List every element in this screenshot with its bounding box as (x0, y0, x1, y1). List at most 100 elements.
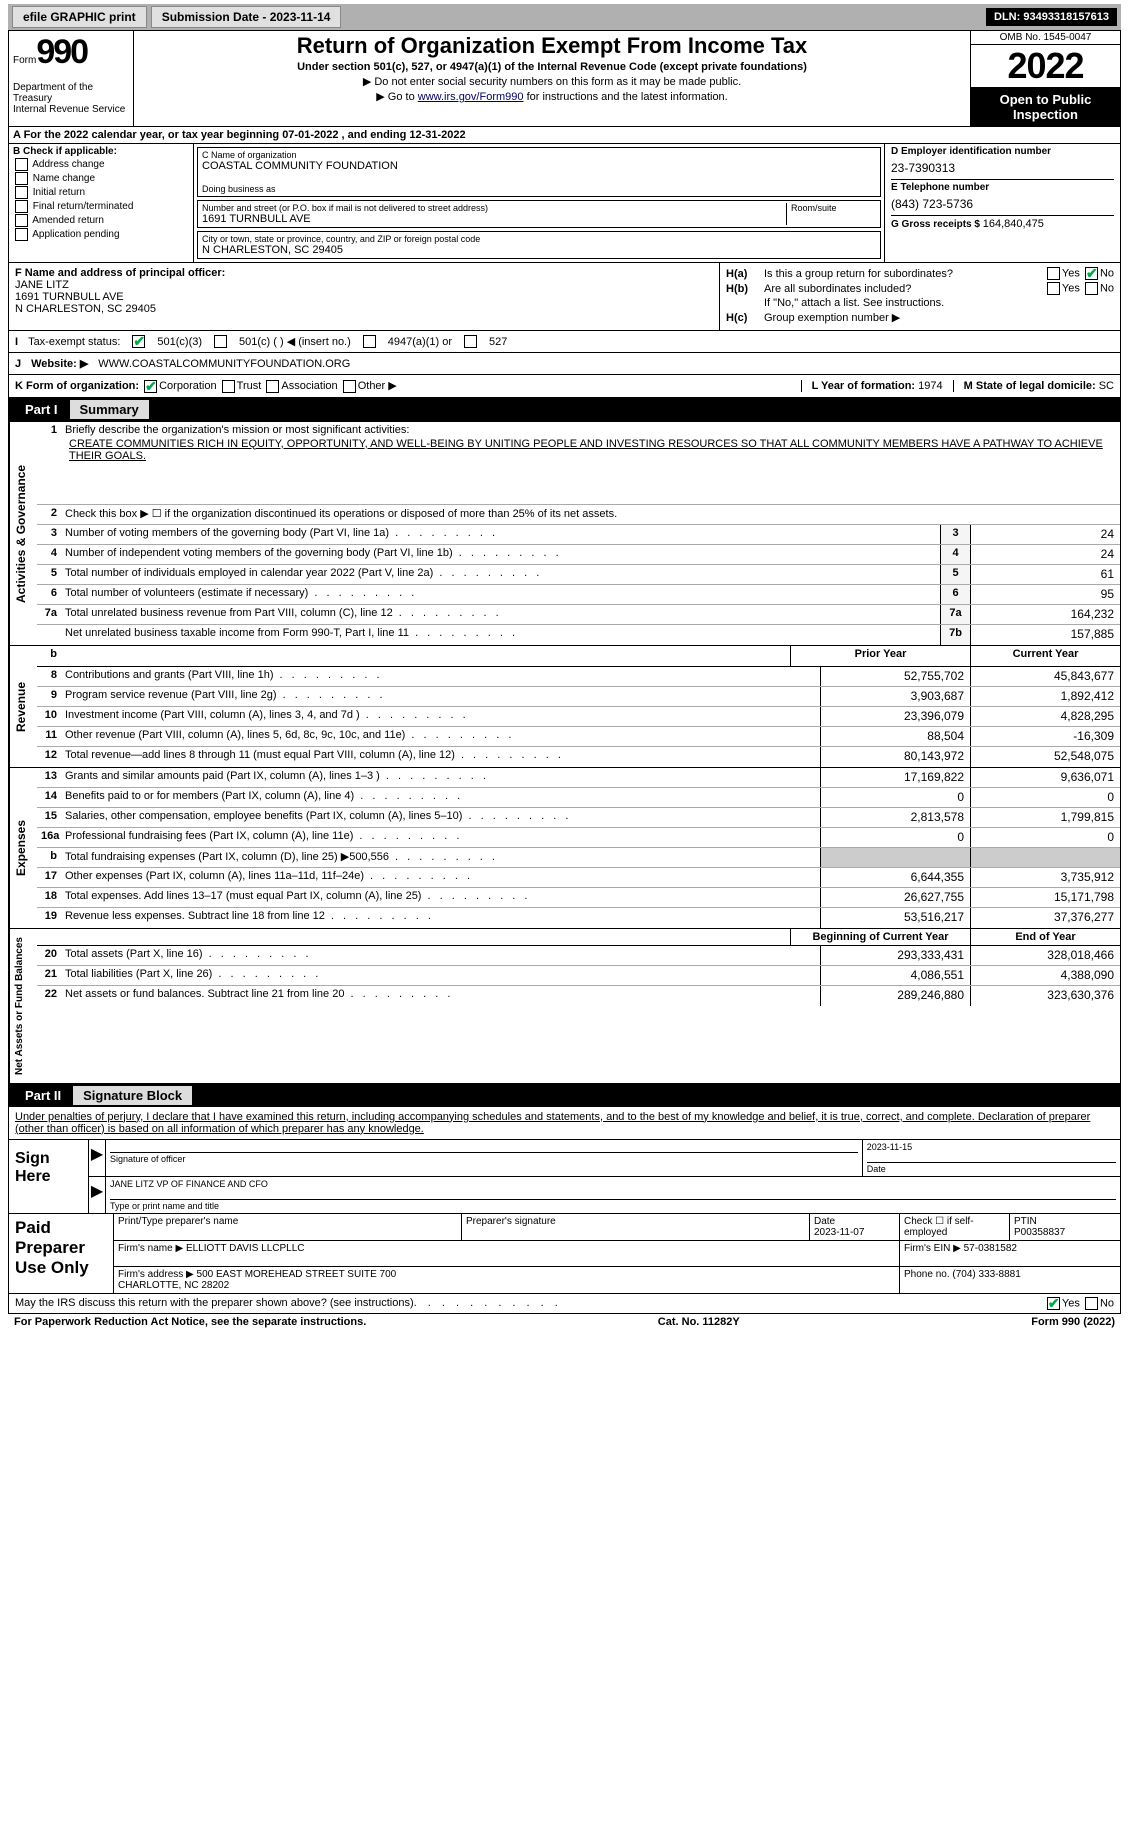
association-checkbox[interactable] (266, 380, 279, 393)
year-formation: 1974 (918, 380, 942, 392)
dept-label: Department of the Treasury Internal Reve… (13, 82, 129, 115)
hb-yes-checkbox[interactable] (1047, 282, 1060, 295)
org-name: COASTAL COMMUNITY FOUNDATION (202, 160, 876, 172)
prior-value: 293,333,431 (820, 946, 970, 965)
vtab-netassets: Net Assets or Fund Balances (9, 929, 37, 1083)
501c3-checkbox[interactable] (132, 335, 145, 348)
summary-value: 157,885 (970, 625, 1120, 645)
ptin-value: P00358837 (1014, 1227, 1065, 1238)
part-1-header: Part ISummary (8, 398, 1121, 421)
current-year-header: Current Year (970, 646, 1120, 666)
address-change-checkbox[interactable] (15, 158, 28, 171)
527-checkbox[interactable] (464, 335, 477, 348)
summary-value: 24 (970, 525, 1120, 544)
firm-phone: (704) 333-8881 (952, 1269, 1020, 1280)
officer-address: 1691 TURNBULL AVE N CHARLESTON, SC 29405 (15, 291, 156, 315)
omb-number: OMB No. 1545-0047 (971, 31, 1120, 45)
state-domicile: SC (1099, 380, 1114, 392)
officer-name: JANE LITZ (15, 279, 69, 291)
ha-no-checkbox[interactable] (1085, 267, 1098, 280)
501c-checkbox[interactable] (214, 335, 227, 348)
hb-no-checkbox[interactable] (1085, 282, 1098, 295)
discuss-no-checkbox[interactable] (1085, 1297, 1098, 1310)
form-footer: Form 990 (2022) (1031, 1316, 1115, 1328)
col-c-org-info: C Name of organization COASTAL COMMUNITY… (194, 144, 885, 262)
summary-value: 61 (970, 565, 1120, 584)
current-value: 52,548,075 (970, 747, 1120, 767)
submission-date-button[interactable]: Submission Date - 2023-11-14 (151, 6, 342, 28)
ein-value: 23-7390313 (891, 161, 1114, 175)
prior-value: 80,143,972 (820, 747, 970, 767)
telephone-value: (843) 723-5736 (891, 197, 1114, 211)
officer-print-name: JANE LITZ VP OF FINANCE AND CFO (110, 1179, 268, 1189)
summary-value: 24 (970, 545, 1120, 564)
current-value: 4,828,295 (970, 707, 1120, 726)
prior-value (820, 848, 970, 867)
row-a-tax-year: A For the 2022 calendar year, or tax yea… (8, 127, 1121, 144)
form-subtitle: Under section 501(c), 527, or 4947(a)(1)… (140, 61, 964, 73)
ha-yes-checkbox[interactable] (1047, 267, 1060, 280)
col-d-ein: D Employer identification number 23-7390… (885, 144, 1120, 262)
cat-no: Cat. No. 11282Y (366, 1316, 1031, 1328)
name-change-checkbox[interactable] (15, 172, 28, 185)
4947-checkbox[interactable] (363, 335, 376, 348)
trust-checkbox[interactable] (222, 380, 235, 393)
prior-value: 52,755,702 (820, 667, 970, 686)
prior-value: 6,644,355 (820, 868, 970, 887)
tax-year: 2022 (971, 45, 1120, 88)
vtab-expenses: Expenses (9, 768, 37, 928)
current-value (970, 848, 1120, 867)
note-2: ▶ Go to www.irs.gov/Form990 for instruct… (140, 90, 964, 103)
prior-value: 26,627,755 (820, 888, 970, 907)
paperwork-notice: For Paperwork Reduction Act Notice, see … (14, 1316, 366, 1328)
other-checkbox[interactable] (343, 380, 356, 393)
form-label: Form (13, 55, 36, 66)
website-value: WWW.COASTALCOMMUNITYFOUNDATION.ORG (98, 358, 350, 370)
prior-value: 88,504 (820, 727, 970, 746)
prior-year-header: Prior Year (790, 646, 970, 666)
prep-date: 2023-11-07 (814, 1227, 864, 1238)
corporation-checkbox[interactable] (144, 380, 157, 393)
irs-link[interactable]: www.irs.gov/Form990 (418, 91, 524, 103)
final-return-checkbox[interactable] (15, 200, 28, 213)
arrow-icon: ▶ (89, 1140, 105, 1176)
footer-discuss: May the IRS discuss this return with the… (8, 1294, 1121, 1314)
end-year-header: End of Year (970, 929, 1120, 945)
col-f-officer: F Name and address of principal officer:… (9, 263, 720, 330)
form-number: 990 (36, 33, 87, 71)
sign-here-label: Sign Here (9, 1140, 89, 1213)
current-value: 0 (970, 788, 1120, 807)
firm-name: ELLIOTT DAVIS LLCPLLC (186, 1243, 305, 1254)
current-value: 323,630,376 (970, 986, 1120, 1006)
current-value: 4,388,090 (970, 966, 1120, 985)
street-address: 1691 TURNBULL AVE (202, 213, 786, 225)
current-value: 45,843,677 (970, 667, 1120, 686)
prior-value: 23,396,079 (820, 707, 970, 726)
open-inspection: Open to Public Inspection (971, 88, 1120, 126)
prior-value: 289,246,880 (820, 986, 970, 1006)
sig-declaration: Under penalties of perjury, I declare th… (9, 1107, 1120, 1140)
prior-value: 2,813,578 (820, 808, 970, 827)
amended-return-checkbox[interactable] (15, 214, 28, 227)
current-value: 3,735,912 (970, 868, 1120, 887)
current-value: 9,636,071 (970, 768, 1120, 787)
row-j-website: JWebsite: ▶ WWW.COASTALCOMMUNITYFOUNDATI… (8, 353, 1121, 375)
current-value: 1,799,815 (970, 808, 1120, 827)
city-state-zip: N CHARLESTON, SC 29405 (202, 244, 876, 256)
vtab-revenue: Revenue (9, 646, 37, 767)
mission-text: CREATE COMMUNITIES RICH IN EQUITY, OPPOR… (65, 436, 1116, 502)
row-i-tax-status: ITax-exempt status: 501(c)(3) 501(c) ( )… (8, 331, 1121, 353)
row-k-org-form: K Form of organization: Corporation Trus… (8, 375, 1121, 398)
prior-value: 4,086,551 (820, 966, 970, 985)
discuss-yes-checkbox[interactable] (1047, 1297, 1060, 1310)
current-value: 0 (970, 828, 1120, 847)
application-pending-checkbox[interactable] (15, 228, 28, 241)
summary-value: 95 (970, 585, 1120, 604)
arrow-icon: ▶ (89, 1177, 105, 1213)
firm-ein: 57-0381582 (964, 1243, 1017, 1254)
sig-date: 2023-11-15 (867, 1142, 912, 1152)
initial-return-checkbox[interactable] (15, 186, 28, 199)
efile-print-button[interactable]: efile GRAPHIC print (12, 6, 147, 28)
current-value: 328,018,466 (970, 946, 1120, 965)
note-1: ▶ Do not enter social security numbers o… (140, 75, 964, 88)
